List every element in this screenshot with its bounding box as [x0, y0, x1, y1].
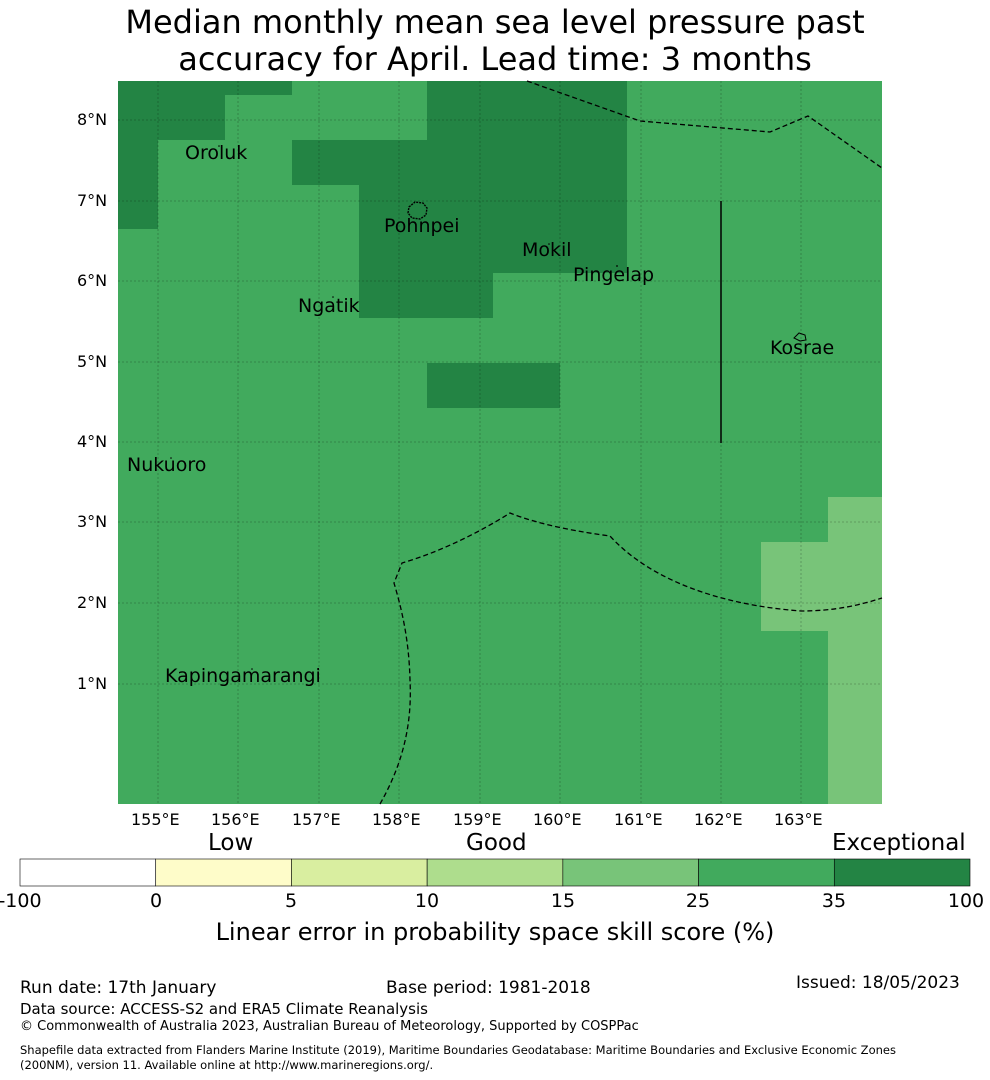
- shapefile-line-2: (200NM), version 11. Available online at…: [20, 1058, 434, 1072]
- island-dots: [170, 145, 618, 670]
- lat-tick: 2°N: [77, 593, 108, 612]
- colorbar-head-good: Good: [466, 830, 527, 856]
- colorbar: [19, 858, 971, 887]
- colorbar-tick-label: -100: [0, 890, 42, 912]
- colorbar-tick-label: 25: [685, 890, 711, 912]
- lat-tick: 5°N: [77, 352, 108, 371]
- colorbar-segment: [19, 858, 157, 887]
- eez-boundaries: [379, 80, 883, 805]
- lat-tick: 6°N: [77, 271, 108, 290]
- place-label-pingelap: Pingelap: [573, 264, 655, 286]
- lon-tick: 161°E: [614, 810, 663, 829]
- place-label-nukuoro: Nukuoro: [127, 454, 207, 476]
- lon-tick: 159°E: [453, 810, 502, 829]
- lon-tick: 157°E: [292, 810, 341, 829]
- place-label-oroluk: Oroluk: [185, 142, 248, 164]
- lon-tick: 160°E: [533, 810, 582, 829]
- good-cells: [761, 497, 882, 804]
- run-date: Run date: 17th January: [20, 978, 217, 998]
- pohnpei-island-outline: [407, 201, 428, 220]
- shapefile-line-1: Shapefile data extracted from Flanders M…: [20, 1043, 896, 1057]
- place-label-mokil: Mokil: [522, 239, 572, 261]
- lat-tick: 1°N: [77, 674, 108, 693]
- colorbar-segment: [698, 858, 835, 887]
- colorbar-tick-label: 100: [947, 890, 985, 912]
- lat-tick: 7°N: [77, 191, 108, 210]
- colorbar-segment: [426, 858, 564, 887]
- exceptional-cells: [118, 81, 627, 408]
- place-label-pohnpei: Pohnpei: [384, 215, 460, 237]
- shapefile-attribution: Shapefile data extracted from Flanders M…: [20, 1043, 980, 1073]
- colorbar-segment: [291, 858, 428, 887]
- data-source: Data source: ACCESS-S2 and ERA5 Climate …: [20, 1000, 428, 1018]
- place-label-kosrae: Kosrae: [770, 337, 835, 359]
- title-line-1: Median monthly mean sea level pressure p…: [125, 3, 865, 41]
- gridlines: [118, 81, 882, 804]
- eez-boundary-south: [379, 512, 883, 805]
- kosrae-island-outline: [793, 332, 807, 342]
- colorbar-head-low: Low: [208, 830, 254, 856]
- title-line-2: accuracy for April. Lead time: 3 months: [178, 40, 812, 78]
- colorbar-segment: [833, 858, 971, 887]
- lon-tick: 158°E: [372, 810, 421, 829]
- colorbar-segment: [155, 858, 292, 887]
- colorbar-segment: [562, 858, 699, 887]
- colorbar-tick-label: 10: [414, 890, 440, 912]
- issued-date: Issued: 18/05/2023: [796, 973, 960, 993]
- lon-tick: 162°E: [694, 810, 743, 829]
- base-period: Base period: 1981-2018: [386, 978, 591, 998]
- copyright-notice: © Commonwealth of Australia 2023, Austra…: [20, 1019, 639, 1034]
- map-title: Median monthly mean sea level pressure p…: [0, 4, 990, 78]
- colorbar-tick-label: 5: [284, 890, 298, 912]
- lat-tick: 3°N: [77, 512, 108, 531]
- colorbar-tick-label: 0: [149, 890, 163, 912]
- place-label-kapingamarangi: Kapingamarangi: [165, 665, 321, 687]
- colorbar-title: Linear error in probability space skill …: [215, 918, 775, 946]
- lon-tick: 156°E: [211, 810, 260, 829]
- lon-tick: 163°E: [774, 810, 823, 829]
- lat-tick: 4°N: [77, 432, 108, 451]
- colorbar-tick-label: 15: [550, 890, 576, 912]
- colorbar-head-exceptional: Exceptional: [832, 830, 966, 856]
- lat-tick: 8°N: [77, 110, 108, 129]
- lon-tick: 155°E: [131, 810, 180, 829]
- place-label-ngatik: Ngatik: [298, 295, 360, 317]
- colorbar-tick-label: 35: [821, 890, 847, 912]
- eez-boundary-north: [526, 80, 883, 169]
